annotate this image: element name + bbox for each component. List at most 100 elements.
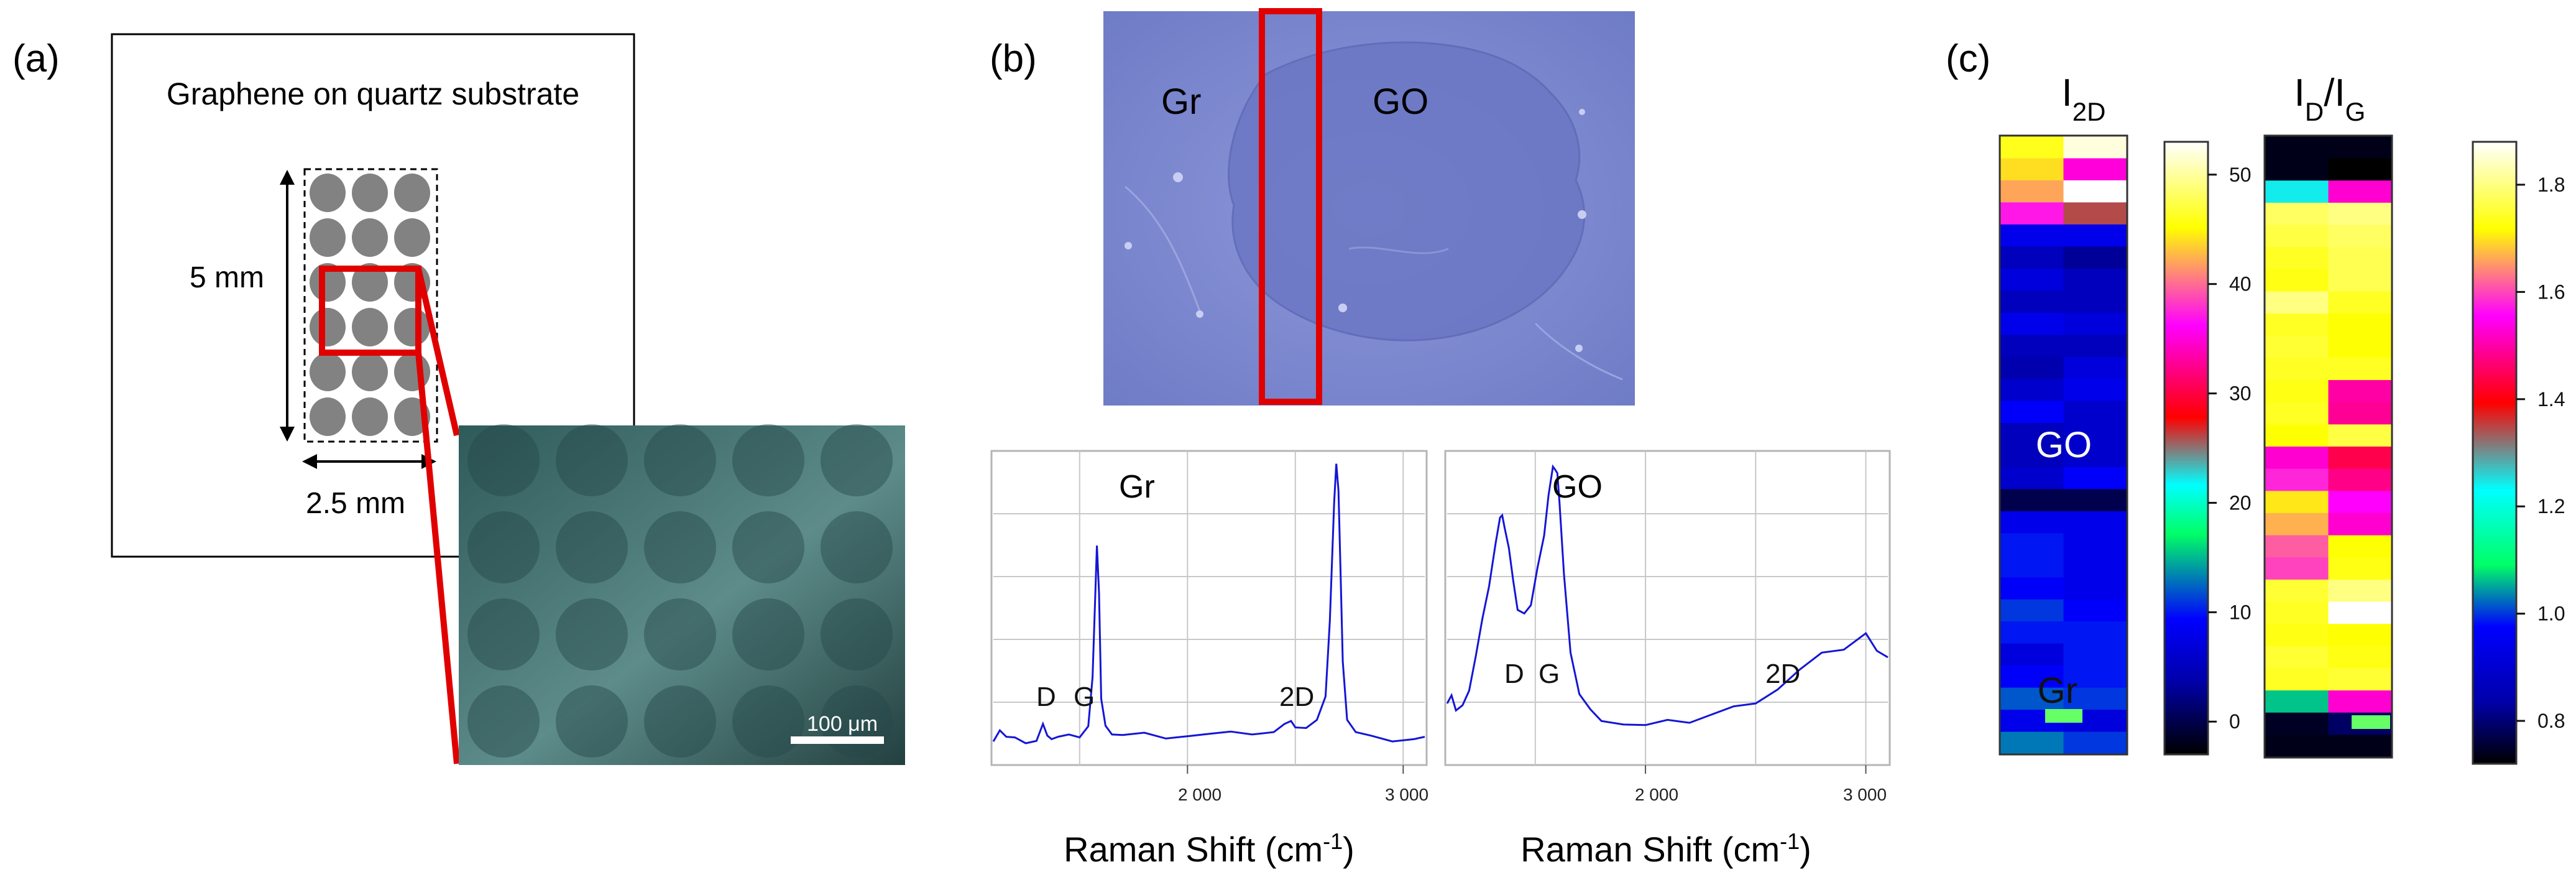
map-cell [2328, 513, 2392, 536]
map-cell [2000, 489, 2064, 512]
colorbar-tick-label: 40 [2229, 273, 2252, 295]
map-cell [2265, 624, 2329, 647]
map-cell [2063, 224, 2127, 247]
map-cell [2063, 268, 2127, 291]
map-cell [2265, 579, 2329, 602]
map-cell [2000, 136, 2064, 159]
map-cell [2063, 335, 2127, 358]
map-cell [2328, 579, 2392, 602]
map2-title: ID/IG [2294, 72, 2366, 126]
map-cell [2000, 158, 2064, 181]
map-cell [2265, 491, 2329, 514]
graphene-dot [310, 174, 346, 212]
map-cell [2265, 380, 2329, 403]
map-cell [2265, 601, 2329, 624]
graphene-dot [394, 174, 430, 212]
map-cell [2265, 269, 2329, 292]
id-ig-map [2265, 136, 2392, 758]
graphene-dot [310, 353, 346, 391]
map-cell [2000, 555, 2064, 578]
spectrum-go-line [1446, 464, 1888, 726]
dot-array-outline [303, 168, 438, 443]
map-cell [2063, 312, 2127, 335]
gr-tick-3000: 3 000 [1385, 785, 1428, 804]
map-cell [2328, 668, 2392, 691]
map-cell [2063, 533, 2127, 556]
micro-dot [644, 424, 716, 496]
micro-dot [644, 685, 716, 758]
map-cell [2000, 511, 2064, 534]
graphene-dot-grid [310, 174, 430, 436]
colorbar-tick-label: 1.4 [2537, 388, 2565, 410]
map-cell [2265, 202, 2329, 226]
spectrum-gr-title: Gr [1119, 469, 1155, 505]
map-cell [2063, 445, 2127, 468]
spectrum-gr-plot: Gr D G 2D 2 000 3 000 Raman Shift (cm-1) [990, 450, 1428, 870]
micro-dot [467, 511, 540, 583]
map-cell [2328, 601, 2392, 624]
map-cell [2000, 731, 2064, 754]
graphene-dot [310, 397, 346, 436]
map-cell [2328, 225, 2392, 248]
map-cell [2265, 447, 2329, 470]
map-cell [2265, 402, 2329, 425]
panel-b-label: (b) [990, 37, 1037, 80]
map-cell [2000, 290, 2064, 313]
map-cell [2000, 246, 2064, 269]
micro-dot [821, 598, 893, 670]
map-cell [2265, 358, 2329, 381]
map-cell [2000, 224, 2064, 247]
micro-dot [556, 598, 628, 670]
micro-dot [644, 598, 716, 670]
map-cell [2000, 466, 2064, 489]
map-cell [2000, 599, 2064, 622]
map-cell [2328, 447, 2392, 470]
i2d-map [2000, 136, 2127, 754]
gr-peak-g-label: G [1074, 682, 1095, 712]
map-cell [2328, 535, 2392, 558]
map-cell [2000, 643, 2064, 666]
micro-dot [556, 685, 628, 758]
colorbar-tick-label: 1.2 [2537, 495, 2565, 517]
map-cell [2000, 312, 2064, 335]
micro-dot [732, 424, 804, 496]
i2d-map-frame [1999, 134, 2128, 756]
map-cell [2063, 621, 2127, 644]
map-cell [2265, 225, 2329, 248]
map-cell [2000, 533, 2064, 556]
map-cell [2063, 489, 2127, 512]
map-cell [2265, 247, 2329, 270]
map2-marker [2352, 715, 2390, 729]
zoom-line-bottom [415, 352, 460, 764]
spectrum-go-title: GO [1552, 469, 1603, 505]
id-ig-map-frame [2263, 134, 2393, 759]
height-dim-label: 5 mm [190, 261, 264, 294]
map-cell [2265, 424, 2329, 447]
map-cell [2000, 401, 2064, 424]
map-cell [2328, 291, 2392, 314]
map-cell [2328, 335, 2392, 358]
map-cell [2000, 687, 2064, 710]
map-cell [2063, 423, 2127, 445]
go-xaxis-title: Raman Shift (cm-1) [1520, 828, 1811, 870]
map-cell [2265, 535, 2329, 558]
map-cell [2328, 557, 2392, 580]
map-cell [2000, 423, 2064, 445]
map-cell [2063, 731, 2127, 754]
map-cell [2000, 445, 2064, 468]
colorbar-tick-label: 1.6 [2537, 281, 2565, 303]
map-cell [2000, 666, 2064, 689]
gr-xaxis-title: Raman Shift (cm-1) [1064, 828, 1355, 870]
graphene-dot [310, 308, 346, 346]
colorbar-tick-label: 0.8 [2537, 710, 2565, 732]
map-cell [2328, 491, 2392, 514]
map-cell [2063, 379, 2127, 402]
graphene-dot [394, 353, 430, 391]
map1-label-go: GO [2036, 425, 2092, 465]
zoom-region-box [319, 266, 421, 356]
map1-title: I2D [2062, 72, 2106, 126]
spectrum-go-plot: GO D G 2D 2 000 3 000 Raman Shift (cm-1) [1444, 450, 1891, 870]
scalebar-label: 100 μm [807, 712, 878, 736]
go-peak-2d-label: 2D [1765, 659, 1800, 689]
map-cell [2063, 555, 2127, 578]
